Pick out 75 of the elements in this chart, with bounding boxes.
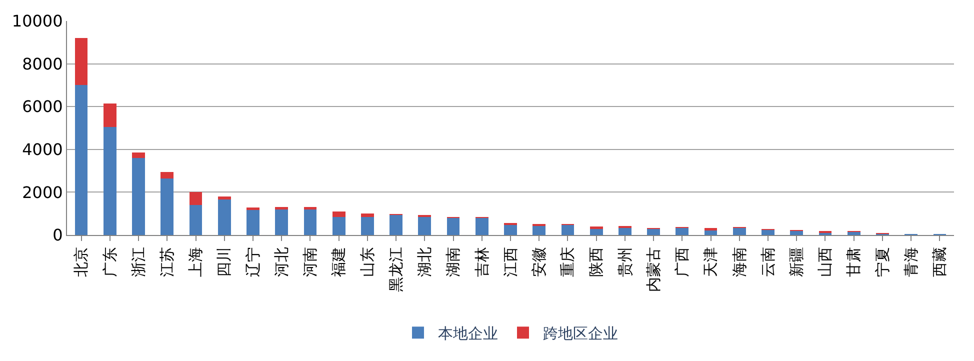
bar bbox=[189, 205, 202, 235]
x-tick-label: 山西 bbox=[816, 247, 834, 277]
x-tick-label: 云南 bbox=[758, 247, 777, 277]
bar bbox=[446, 218, 460, 235]
x-tick-label: 新疆 bbox=[788, 247, 806, 277]
x-tick-label: 江苏 bbox=[158, 247, 176, 277]
bar bbox=[218, 196, 231, 200]
x-tick-label: 江西 bbox=[501, 247, 520, 277]
x-tick-label: 上海 bbox=[186, 247, 205, 277]
bar bbox=[590, 226, 603, 229]
bar bbox=[676, 228, 689, 235]
bar bbox=[504, 224, 517, 235]
x-tick-label: 吉林 bbox=[472, 247, 491, 277]
bar bbox=[74, 38, 88, 86]
bar bbox=[304, 206, 317, 210]
bar bbox=[390, 214, 402, 235]
x-tick-label: 湖北 bbox=[416, 247, 434, 277]
bar bbox=[160, 172, 174, 178]
bar bbox=[361, 214, 374, 217]
x-tick-label: 陕西 bbox=[587, 247, 606, 277]
y-tick-label: 6000 bbox=[22, 97, 63, 116]
bar bbox=[532, 225, 546, 235]
y-tick-label: 0 bbox=[52, 226, 63, 245]
bar bbox=[732, 228, 746, 235]
x-tick-label: 河南 bbox=[301, 247, 320, 277]
bar bbox=[561, 224, 574, 235]
bar bbox=[304, 209, 317, 235]
y-tick-label: 4000 bbox=[22, 140, 63, 159]
x-tick-label: 河北 bbox=[272, 247, 290, 277]
x-tick-label: 辽宁 bbox=[244, 247, 262, 277]
x-tick-label: 黑龙江 bbox=[386, 247, 405, 292]
bar bbox=[762, 230, 774, 235]
bar bbox=[332, 211, 346, 217]
bar bbox=[332, 216, 346, 235]
bar bbox=[418, 216, 432, 235]
x-tick-label: 重庆 bbox=[558, 247, 577, 277]
x-tick-label: 海南 bbox=[730, 247, 748, 277]
x-tick-label: 安徽 bbox=[530, 247, 548, 277]
x-tick-label: 贵州 bbox=[616, 247, 634, 277]
x-tick-label: 青海 bbox=[902, 247, 920, 277]
x-tick-label: 宁夏 bbox=[873, 247, 892, 277]
x-tick-label: 北京 bbox=[72, 247, 90, 277]
bar bbox=[160, 178, 174, 235]
legend-label: 本地企业 bbox=[438, 324, 498, 342]
bar bbox=[132, 152, 145, 158]
bar bbox=[647, 228, 660, 235]
bar bbox=[790, 230, 804, 235]
y-tick-label: 8000 bbox=[22, 54, 63, 74]
bar bbox=[704, 230, 718, 235]
bar bbox=[218, 200, 231, 235]
x-tick-label: 四川 bbox=[215, 247, 234, 277]
bar bbox=[275, 209, 288, 235]
x-tick-label: 西藏 bbox=[930, 247, 949, 277]
bar bbox=[475, 218, 488, 235]
x-tick-label: 内蒙古 bbox=[644, 247, 662, 292]
bar bbox=[103, 103, 116, 127]
legend-label: 跨地区企业 bbox=[543, 324, 618, 342]
y-tick-label: 2000 bbox=[22, 182, 63, 202]
x-tick-label: 广西 bbox=[673, 247, 692, 277]
bar bbox=[246, 209, 260, 235]
bar bbox=[132, 158, 145, 235]
x-tick-label: 福建 bbox=[330, 247, 348, 277]
y-tick-label: 10000 bbox=[12, 12, 63, 31]
x-tick-label: 湖南 bbox=[444, 247, 462, 277]
x-tick-label: 山东 bbox=[358, 247, 376, 277]
x-tick-label: 浙江 bbox=[129, 247, 148, 277]
bar bbox=[361, 216, 374, 235]
bar bbox=[74, 85, 88, 235]
x-tick-label: 广东 bbox=[100, 247, 119, 277]
x-tick-label: 天津 bbox=[702, 247, 720, 277]
bar bbox=[189, 192, 202, 206]
bar bbox=[103, 126, 116, 235]
bar bbox=[618, 227, 632, 235]
bar bbox=[847, 232, 860, 235]
x-tick-label: 甘肃 bbox=[844, 247, 863, 277]
